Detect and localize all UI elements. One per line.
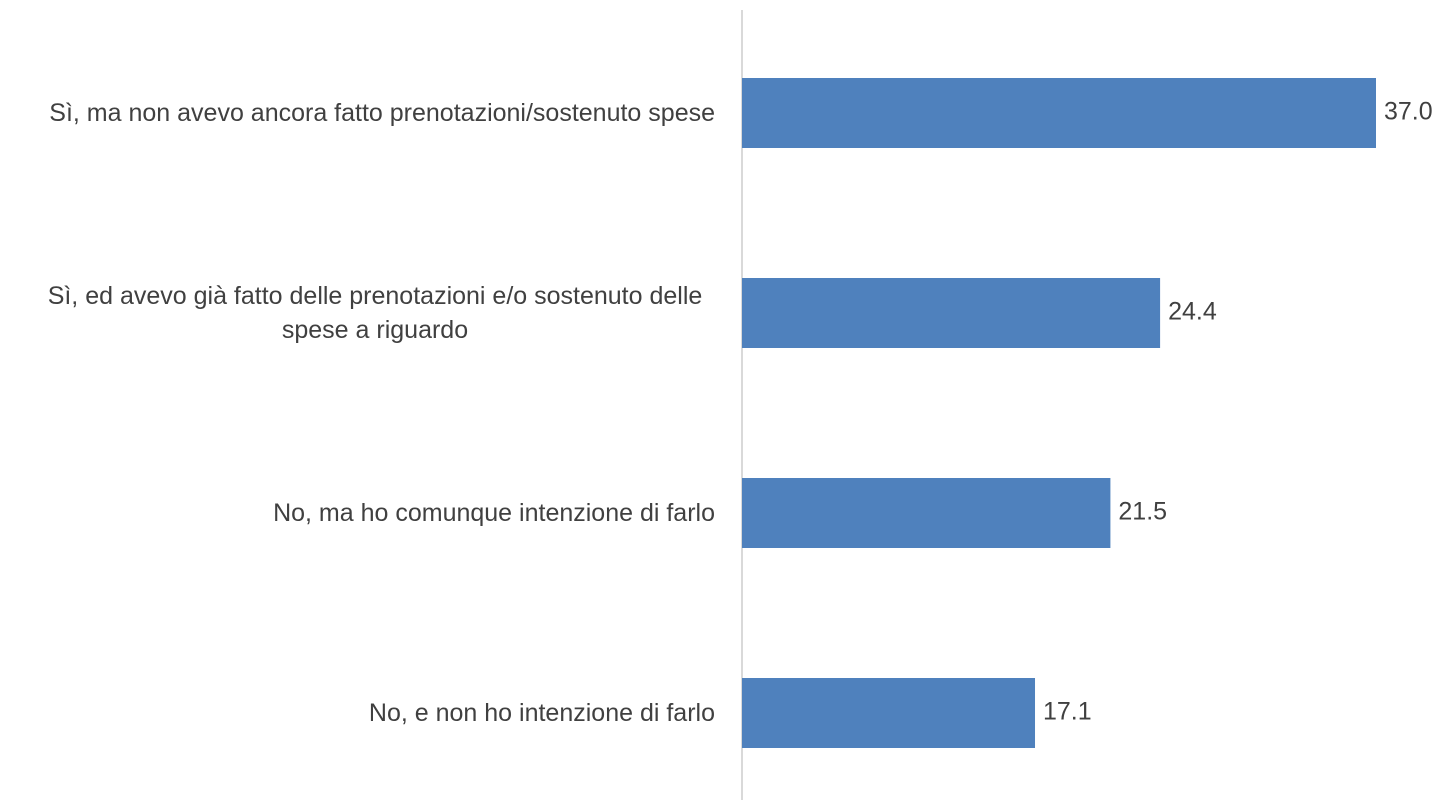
bar: [742, 278, 1161, 348]
data-label: 24.4: [1168, 298, 1217, 326]
category-label: No, ma ho comunque intenzione di farlo: [273, 499, 715, 527]
category-label: Sì, ed avevo già fatto delle prenotazion…: [47, 282, 703, 344]
data-label: 21.5: [1118, 498, 1167, 526]
bar: [742, 478, 1111, 548]
data-label: 37.0: [1384, 98, 1433, 126]
bar: [742, 678, 1036, 748]
category-label: Sì, ma non avevo ancora fatto prenotazio…: [49, 99, 715, 127]
bar: [742, 78, 1376, 148]
data-label: 17.1: [1043, 698, 1092, 726]
category-label: No, e non ho intenzione di farlo: [368, 699, 715, 727]
